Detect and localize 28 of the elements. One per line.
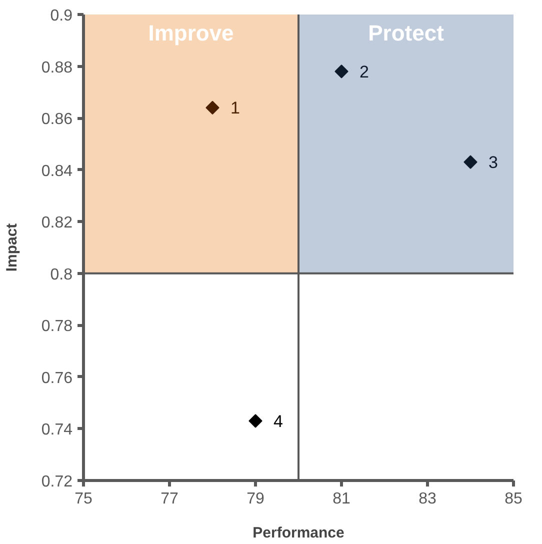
band-label: Improve [148, 20, 234, 46]
y-tick-label: 0.8 [50, 266, 73, 284]
y-tick-label: 0.82 [41, 214, 73, 232]
x-tick-label: 81 [332, 490, 350, 508]
series-label: 2 [360, 62, 369, 82]
series-label: 1 [230, 98, 240, 118]
y-tick-label: 0.78 [41, 318, 73, 336]
y-tick-label: 0.84 [41, 162, 73, 180]
y-tick-label: 0.86 [41, 111, 73, 128]
x-tick-label: 79 [246, 490, 264, 508]
series-label: 4 [274, 412, 283, 431]
x-tick-label: 77 [160, 490, 178, 508]
x-axis-title: Performance [252, 524, 344, 542]
x-tick-label: 83 [418, 490, 436, 508]
y-tick-label: 0.76 [41, 370, 73, 387]
point [464, 155, 478, 169]
point [206, 100, 220, 115]
y-axis-title: Impact [3, 223, 20, 272]
band-label: Protect [368, 20, 445, 46]
y-tick-label: 0.88 [41, 59, 73, 76]
y-tick-label: 0.9 [50, 8, 73, 24]
x-tick-label: 75 [74, 490, 92, 508]
y-tick-label: 0.74 [41, 422, 73, 439]
y-tick-label: 0.72 [41, 474, 73, 490]
point [334, 64, 348, 78]
series-label: 3 [488, 153, 498, 172]
point [248, 414, 262, 428]
x-tick-label: 85 [504, 490, 522, 508]
